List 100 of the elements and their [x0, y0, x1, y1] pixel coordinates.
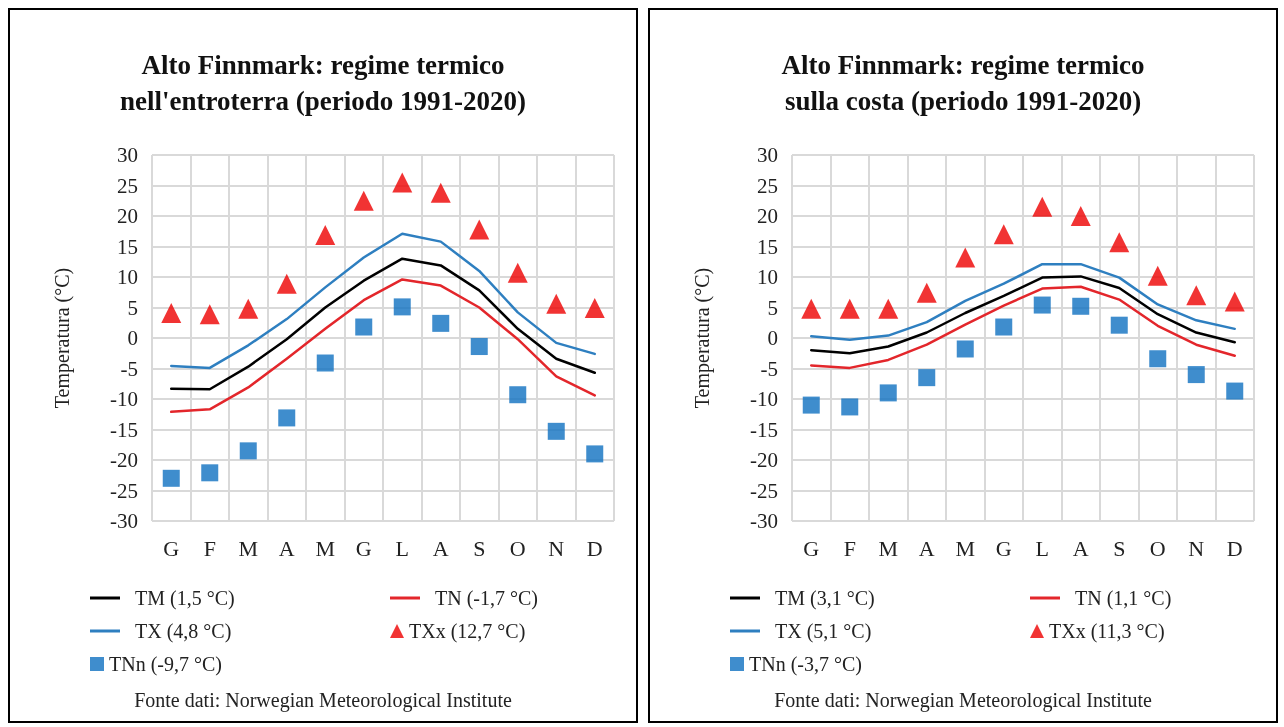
- y-tick-label: 5: [127, 295, 138, 320]
- line-series: [810, 285, 1236, 370]
- legend-label: TNn (-3,7 °C): [749, 653, 862, 676]
- point: [586, 445, 604, 463]
- point: [315, 224, 336, 245]
- y-tick-label: -30: [750, 509, 778, 533]
- point: [238, 298, 259, 319]
- point: [956, 340, 974, 358]
- legend-label: TNn (-9,7 °C): [109, 653, 222, 676]
- point: [509, 386, 527, 404]
- point: [201, 464, 219, 482]
- point: [879, 384, 897, 402]
- x-tick-label: G: [995, 535, 1012, 561]
- point: [430, 182, 451, 203]
- point: [993, 224, 1014, 245]
- y-tick-label: 0: [127, 326, 138, 350]
- x-tick-label: L: [1035, 535, 1049, 561]
- x-tick-label: G: [355, 535, 372, 561]
- point: [278, 409, 296, 427]
- point: [162, 469, 180, 487]
- line-series: [170, 232, 596, 370]
- point: [878, 298, 899, 319]
- x-tick-label: S: [473, 535, 486, 561]
- x-tick-label: A: [278, 535, 295, 561]
- x-tick-label: A: [918, 535, 935, 561]
- y-tick-label: 10: [117, 265, 138, 289]
- source-note: Fonte dati: Norwegian Meteorological Institute: [774, 689, 1152, 712]
- point: [995, 318, 1013, 336]
- y-tick-label: 25: [757, 173, 778, 198]
- x-tick-label: A: [1072, 535, 1089, 561]
- legend-label: TXx (11,3 °C): [1049, 620, 1165, 643]
- y-tick-label: 10: [757, 265, 778, 289]
- y-tick-label: -15: [750, 417, 778, 442]
- point: [355, 318, 373, 336]
- y-tick-label: -5: [120, 356, 138, 381]
- y-tick-label: -20: [750, 448, 778, 472]
- y-tick-label: -25: [110, 478, 138, 503]
- y-tick-label: 20: [117, 204, 138, 228]
- y-tick-label: -30: [110, 509, 138, 533]
- legend-label: TX (5,1 °C): [775, 620, 872, 643]
- point: [353, 190, 374, 211]
- x-tick-label: G: [163, 535, 180, 561]
- x-tick-label: O: [1149, 535, 1166, 561]
- line-series: [810, 275, 1236, 355]
- x-tick-label: F: [203, 535, 216, 561]
- point: [432, 314, 450, 332]
- chart-title: Alto Finnmark: regime termico sulla costa (periodo 1991-2020): [781, 50, 1145, 116]
- y-tick-label: 5: [767, 295, 778, 320]
- y-tick-label: -10: [110, 387, 138, 411]
- legend-label: TN (-1,7 °C): [435, 587, 538, 610]
- point: [1032, 196, 1053, 217]
- x-tick-label: G: [803, 535, 820, 561]
- source-note: Fonte dati: Norwegian Meteorological Institute: [134, 689, 512, 712]
- point: [1224, 291, 1245, 312]
- point: [199, 304, 220, 325]
- point: [469, 219, 490, 240]
- point: [276, 273, 297, 294]
- x-tick-label: F: [843, 535, 856, 561]
- x-tick-label: N: [1188, 535, 1205, 561]
- point: [918, 369, 936, 387]
- point: [1226, 382, 1244, 400]
- point: [839, 298, 860, 319]
- legend-label: TXx (12,7 °C): [409, 620, 526, 643]
- y-tick-label: -15: [110, 417, 138, 442]
- point: [1072, 297, 1090, 315]
- point: [1110, 316, 1128, 334]
- x-tick-label: M: [955, 535, 976, 561]
- point: [1033, 296, 1051, 314]
- x-tick-label: M: [315, 535, 336, 561]
- y-tick-label: 0: [767, 326, 778, 350]
- legend-label: TM (3,1 °C): [775, 587, 875, 610]
- line-series: [170, 257, 596, 391]
- x-tick-label: L: [395, 535, 409, 561]
- y-tick-label: -20: [110, 448, 138, 472]
- x-tick-label: S: [1113, 535, 1126, 561]
- point: [547, 422, 565, 440]
- x-tick-label: M: [238, 535, 259, 561]
- y-tick-label: -25: [750, 478, 778, 503]
- x-tick-label: D: [1226, 535, 1243, 561]
- point: [161, 302, 182, 323]
- y-tick-label: 30: [757, 143, 778, 167]
- point: [801, 298, 822, 319]
- x-tick-label: M: [878, 535, 899, 561]
- point: [841, 398, 859, 416]
- chart-title: Alto Finnmark: regime termico nell'entroterra (periodo 1991-2020): [120, 50, 526, 116]
- y-tick-label: -5: [760, 356, 778, 381]
- point: [392, 172, 413, 193]
- y-tick-label: 30: [117, 143, 138, 167]
- point: [584, 298, 605, 319]
- y-tick-label: 15: [117, 234, 138, 259]
- point: [239, 442, 257, 460]
- point: [393, 298, 411, 316]
- y-axis-title: Temperatura (°C): [691, 267, 714, 409]
- point: [316, 354, 334, 372]
- point: [1109, 232, 1130, 253]
- legend-label: TX (4,8 °C): [135, 620, 232, 643]
- y-axis-title: Temperatura (°C): [51, 267, 74, 409]
- line-series: [810, 262, 1236, 342]
- point: [1186, 285, 1207, 306]
- point: [916, 282, 937, 303]
